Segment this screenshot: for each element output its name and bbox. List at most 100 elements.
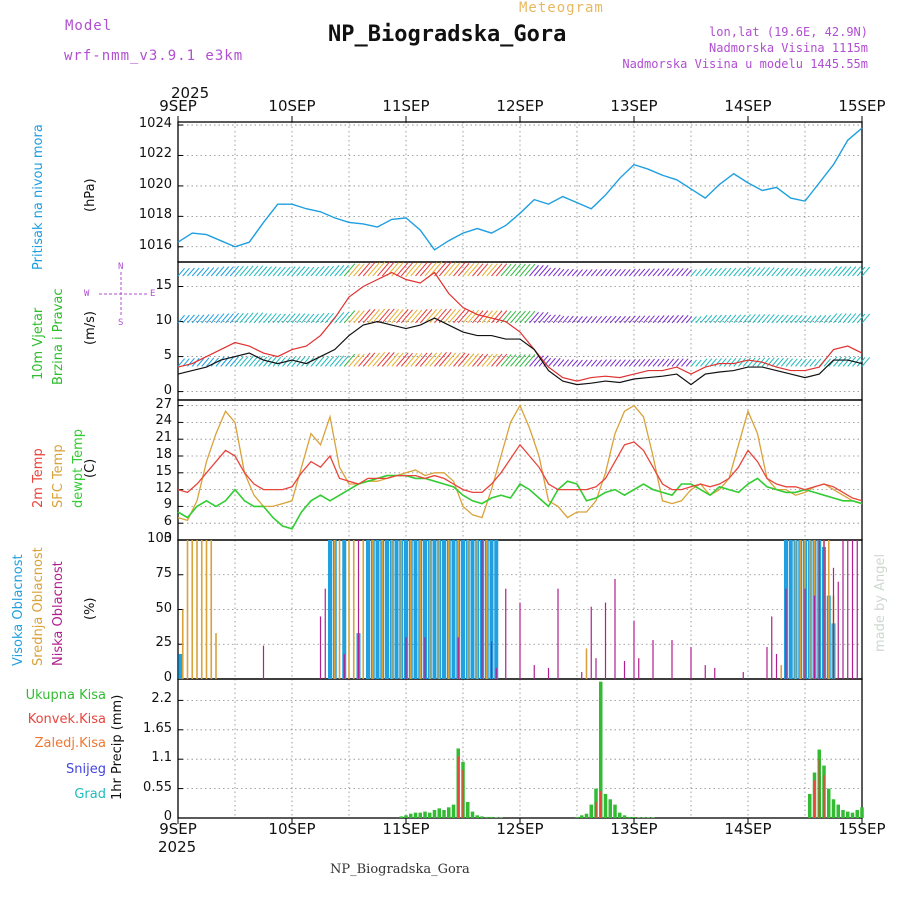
precip-bar-1-4 bbox=[813, 780, 816, 818]
barb-3-1 bbox=[191, 314, 200, 324]
precip-bar-0-46 bbox=[841, 809, 845, 818]
barb-103-2 bbox=[666, 358, 675, 367]
barb-30-2 bbox=[320, 356, 330, 367]
ytick-label-precip-1: 0.55 bbox=[143, 779, 172, 795]
barb-100-2 bbox=[652, 358, 660, 367]
cloud-bar-1-17 bbox=[409, 540, 412, 679]
barb-20-0 bbox=[272, 266, 282, 277]
barb-66-1 bbox=[491, 310, 503, 324]
dewpt-temp-line bbox=[177, 474, 863, 530]
cloud-bar-2-24 bbox=[652, 640, 654, 679]
cloud-bar-2-6 bbox=[424, 637, 426, 679]
wind-label-1: 10m Vjetar bbox=[31, 307, 46, 380]
barb-99-2 bbox=[647, 358, 655, 367]
precip-bar-1-6 bbox=[823, 775, 825, 818]
cloud-bar-2-5 bbox=[405, 637, 407, 679]
barb-102-1 bbox=[662, 315, 670, 324]
cloud-bar-2-39 bbox=[837, 581, 839, 679]
precip-bar-0-20 bbox=[494, 817, 498, 818]
precip-bar-0-11 bbox=[451, 804, 456, 818]
barb-107-1 bbox=[685, 316, 693, 324]
barb-71-2 bbox=[514, 354, 526, 367]
barb-98-0 bbox=[643, 268, 651, 277]
cloud-bar-2-12 bbox=[519, 602, 521, 679]
barb-19-1 bbox=[267, 313, 277, 324]
precip-bar-0-4 bbox=[418, 812, 422, 818]
ytick-label-temp-2: 9 bbox=[163, 497, 172, 513]
precip-bar-0-22 bbox=[575, 816, 579, 818]
barb-3-0 bbox=[191, 267, 200, 277]
barb-144-0 bbox=[861, 266, 871, 277]
barb-24-0 bbox=[291, 266, 301, 277]
cloud-bar-1-18 bbox=[419, 540, 422, 679]
barb-116-0 bbox=[728, 267, 737, 277]
barb-80-2 bbox=[557, 359, 565, 367]
precip-bar-0-23 bbox=[580, 815, 584, 818]
cloud-bar-0-1 bbox=[328, 540, 332, 679]
barb-112-0 bbox=[709, 267, 717, 277]
cloud-bar-2-40 bbox=[842, 540, 844, 679]
barb-126-2 bbox=[776, 357, 784, 367]
barb-51-2 bbox=[419, 352, 433, 367]
barb-13-2 bbox=[239, 356, 249, 367]
barb-121-2 bbox=[752, 357, 761, 367]
barb-81-2 bbox=[562, 359, 570, 367]
cloud-bar-1-23 bbox=[466, 540, 469, 679]
barb-111-1 bbox=[704, 314, 713, 324]
barb-65-0 bbox=[486, 263, 498, 277]
barb-128-1 bbox=[785, 314, 793, 324]
barb-15-1 bbox=[248, 312, 259, 324]
barb-140-1 bbox=[842, 313, 852, 324]
year-top: 2025 bbox=[171, 84, 210, 102]
barb-29-0 bbox=[315, 265, 325, 277]
barb-42-0 bbox=[377, 261, 390, 277]
frame-temp bbox=[177, 399, 863, 541]
barb-136-2 bbox=[823, 358, 831, 367]
cloud-bar-2-7 bbox=[457, 637, 459, 679]
precip-legend-hail: Grad bbox=[74, 787, 106, 802]
barb-97-2 bbox=[638, 358, 646, 367]
barb-61-1 bbox=[467, 309, 480, 324]
barb-28-2 bbox=[310, 357, 320, 367]
barb-80-1 bbox=[557, 315, 565, 324]
barb-6-0 bbox=[206, 267, 215, 277]
cloud-bar-2-23 bbox=[638, 658, 640, 679]
barb-63-1 bbox=[476, 310, 489, 324]
barb-28-0 bbox=[310, 266, 320, 277]
cloud-bar-2-1 bbox=[319, 616, 322, 679]
barb-101-1 bbox=[657, 315, 665, 324]
barb-31-2 bbox=[324, 356, 335, 367]
barb-7-0 bbox=[210, 267, 219, 277]
barb-90-1 bbox=[605, 315, 612, 324]
barb-53-2 bbox=[429, 352, 443, 367]
cloud-bar-1-21 bbox=[447, 540, 450, 679]
barb-33-2 bbox=[334, 355, 345, 367]
cloud-bar-2-13 bbox=[533, 665, 535, 679]
barb-40-2 bbox=[367, 352, 381, 367]
altitude-label: Nadmorska Visina 1115m bbox=[709, 41, 868, 55]
barb-81-0 bbox=[562, 268, 570, 277]
barb-104-1 bbox=[671, 314, 679, 324]
temp-label-sfc: SFC Temp bbox=[51, 444, 66, 508]
ytick-label-cloud-2: 50 bbox=[155, 600, 172, 616]
cloud-bar-1-20 bbox=[438, 540, 441, 679]
barb-41-0 bbox=[372, 261, 386, 277]
precip-bar-1-3 bbox=[600, 791, 602, 818]
compass-north: N bbox=[118, 262, 124, 272]
cloud-bar-2-32 bbox=[775, 653, 778, 679]
barb-67-1 bbox=[495, 310, 508, 324]
cloud-bar-2-11 bbox=[505, 588, 507, 679]
cloud-bar-1-15 bbox=[390, 540, 393, 679]
barb-125-2 bbox=[771, 357, 780, 367]
barb-138-2 bbox=[833, 356, 842, 367]
barb-90-0 bbox=[605, 268, 612, 277]
barb-128-2 bbox=[785, 358, 793, 367]
barb-5-2 bbox=[201, 357, 210, 367]
ytick-label-precip-2: 1.1 bbox=[151, 750, 172, 766]
barb-52-0 bbox=[424, 262, 438, 277]
cloud-bar-1-35 bbox=[827, 540, 830, 679]
precip-bar-0-33 bbox=[627, 816, 631, 818]
cloud-bar-2-35 bbox=[813, 595, 816, 679]
cloud-bar-1-10 bbox=[348, 540, 350, 679]
barb-117-0 bbox=[733, 267, 742, 277]
